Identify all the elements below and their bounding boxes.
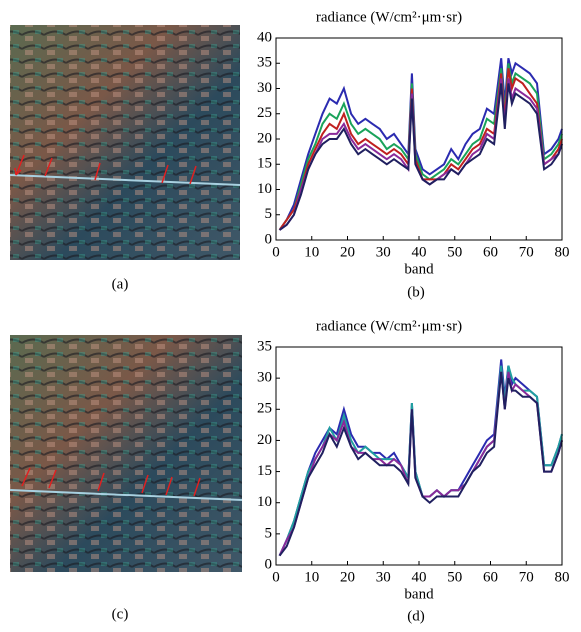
image-c xyxy=(9,335,243,572)
y-tick-label: 30 xyxy=(257,80,272,96)
y-tick-label: 5 xyxy=(265,525,273,541)
y-tick-label: 0 xyxy=(265,231,273,247)
x-tick-label: 60 xyxy=(483,244,498,260)
plot-frame xyxy=(275,37,563,241)
x-tick-label: 0 xyxy=(272,569,280,585)
series-line xyxy=(278,371,563,557)
x-tick-label: 80 xyxy=(555,569,570,585)
x-tick-label: 50 xyxy=(447,569,462,585)
plot-frame xyxy=(275,346,563,566)
y-tick-label: 35 xyxy=(257,55,272,71)
x-tick-label: 40 xyxy=(412,569,427,585)
series-line xyxy=(278,68,563,231)
x-tick-label: 70 xyxy=(519,244,534,260)
x-axis-label: band xyxy=(404,261,434,277)
x-axis-label: band xyxy=(404,586,434,602)
x-tick-label: 80 xyxy=(555,244,570,260)
y-tick-label: 30 xyxy=(257,370,272,386)
x-tick-label: 20 xyxy=(340,244,355,260)
y-tick-label: 10 xyxy=(257,181,272,197)
y-tick-label: 20 xyxy=(257,432,272,448)
series-line xyxy=(279,83,563,231)
x-tick-label: 0 xyxy=(272,244,280,260)
x-tick-label: 30 xyxy=(376,569,391,585)
x-tick-label: 50 xyxy=(447,244,462,260)
chart-title: radiance (W/cm²·μm·sr) xyxy=(316,318,462,334)
y-tick-label: 0 xyxy=(265,556,273,572)
y-tick-label: 35 xyxy=(257,338,272,354)
y-tick-label: 10 xyxy=(257,494,272,510)
x-tick-label: 30 xyxy=(376,244,391,260)
x-tick-label: 60 xyxy=(483,569,498,585)
y-tick-label: 5 xyxy=(265,206,273,222)
image-a xyxy=(9,25,241,260)
caption: (d) xyxy=(407,608,425,624)
caption: (a) xyxy=(112,276,129,292)
x-tick-label: 20 xyxy=(340,569,355,585)
caption: (c) xyxy=(112,606,129,622)
y-tick-label: 40 xyxy=(257,29,272,45)
series-line xyxy=(278,63,563,231)
series-line xyxy=(279,78,563,231)
series-line xyxy=(278,57,563,231)
y-tick-label: 15 xyxy=(257,463,272,479)
y-tick-label: 25 xyxy=(257,105,272,121)
y-tick-label: 15 xyxy=(257,156,272,172)
x-tick-label: 10 xyxy=(304,244,319,260)
x-tick-label: 70 xyxy=(519,569,534,585)
caption: (b) xyxy=(407,284,425,300)
y-tick-label: 25 xyxy=(257,401,272,417)
chart-title: radiance (W/cm²·μm·sr) xyxy=(316,9,462,25)
series-line xyxy=(278,371,563,557)
y-tick-label: 20 xyxy=(257,130,272,146)
x-tick-label: 40 xyxy=(412,244,427,260)
x-tick-label: 10 xyxy=(304,569,319,585)
